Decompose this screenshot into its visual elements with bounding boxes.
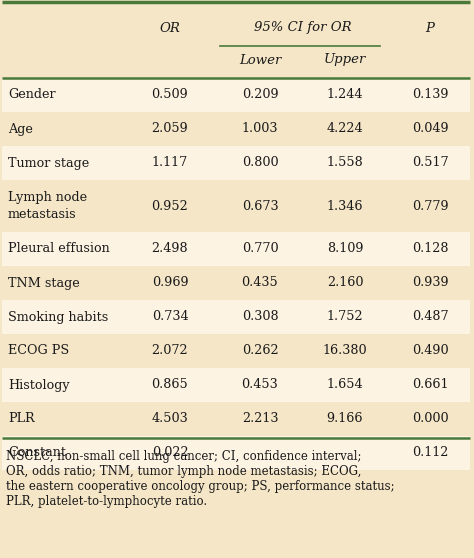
Text: 9.166: 9.166 — [327, 412, 363, 426]
Bar — [2, 300, 470, 334]
Text: 0.800: 0.800 — [242, 156, 278, 170]
Text: 0.000: 0.000 — [412, 412, 448, 426]
Text: Age: Age — [8, 123, 33, 136]
Text: the eastern cooperative oncology group; PS, performance status;: the eastern cooperative oncology group; … — [6, 480, 395, 493]
Bar — [2, 368, 470, 402]
Text: Lower: Lower — [239, 54, 281, 66]
Text: 0.139: 0.139 — [412, 89, 448, 102]
Text: 0.734: 0.734 — [152, 310, 188, 324]
Bar — [2, 112, 470, 146]
Text: 1.117: 1.117 — [152, 156, 188, 170]
Text: 4.503: 4.503 — [152, 412, 188, 426]
Text: 2.160: 2.160 — [327, 277, 363, 290]
Text: 2.213: 2.213 — [242, 412, 278, 426]
Text: Upper: Upper — [324, 54, 366, 66]
Text: 2.072: 2.072 — [152, 344, 188, 358]
Text: OR: OR — [160, 22, 181, 35]
Text: 0.517: 0.517 — [412, 156, 448, 170]
Text: Lymph node: Lymph node — [8, 191, 87, 204]
Text: 1.752: 1.752 — [327, 310, 363, 324]
Bar — [2, 334, 470, 368]
Text: 0.262: 0.262 — [242, 344, 278, 358]
Text: 0.209: 0.209 — [242, 89, 278, 102]
Text: 0.128: 0.128 — [412, 243, 448, 256]
Text: 16.380: 16.380 — [323, 344, 367, 358]
Text: PLR, platelet-to-lymphocyte ratio.: PLR, platelet-to-lymphocyte ratio. — [6, 495, 207, 508]
Text: Constant: Constant — [8, 446, 66, 459]
Text: 0.779: 0.779 — [412, 200, 448, 213]
Text: 0.049: 0.049 — [412, 123, 448, 136]
Text: 1.003: 1.003 — [242, 123, 278, 136]
Text: NSCLC, non-small cell lung cancer; CI, confidence interval;: NSCLC, non-small cell lung cancer; CI, c… — [6, 450, 362, 463]
Text: 0.490: 0.490 — [412, 344, 448, 358]
Text: 0.453: 0.453 — [242, 378, 278, 392]
Text: metastasis: metastasis — [8, 209, 77, 222]
Text: Smoking habits: Smoking habits — [8, 310, 108, 324]
Text: TNM stage: TNM stage — [8, 277, 80, 290]
Text: 0.487: 0.487 — [412, 310, 448, 324]
Text: Histology: Histology — [8, 378, 70, 392]
Bar — [2, 2, 470, 80]
Text: P: P — [426, 22, 435, 35]
Text: 0.308: 0.308 — [242, 310, 278, 324]
Text: 0.952: 0.952 — [152, 200, 188, 213]
Text: 0.770: 0.770 — [242, 243, 278, 256]
Text: 0.509: 0.509 — [152, 89, 188, 102]
Bar — [2, 266, 470, 300]
Text: 0.865: 0.865 — [152, 378, 188, 392]
Bar — [2, 436, 470, 470]
Text: ECOG PS: ECOG PS — [8, 344, 69, 358]
Text: 0.939: 0.939 — [412, 277, 448, 290]
Bar — [2, 146, 470, 180]
Text: 0.661: 0.661 — [412, 378, 448, 392]
Text: 0.022: 0.022 — [152, 446, 188, 459]
Text: 4.224: 4.224 — [327, 123, 363, 136]
Bar — [2, 402, 470, 436]
Text: 1.654: 1.654 — [327, 378, 363, 392]
Text: 2.498: 2.498 — [152, 243, 188, 256]
Text: 0.112: 0.112 — [412, 446, 448, 459]
Text: Tumor stage: Tumor stage — [8, 156, 89, 170]
Text: 95% CI for OR: 95% CI for OR — [254, 22, 351, 35]
Bar — [2, 78, 470, 112]
Text: OR, odds ratio; TNM, tumor lymph node metastasis; ECOG,: OR, odds ratio; TNM, tumor lymph node me… — [6, 465, 361, 478]
Text: 2.059: 2.059 — [152, 123, 188, 136]
Text: 1.558: 1.558 — [327, 156, 364, 170]
Text: PLR: PLR — [8, 412, 35, 426]
Text: 8.109: 8.109 — [327, 243, 363, 256]
Text: 1.346: 1.346 — [327, 200, 363, 213]
Bar — [2, 232, 470, 266]
Bar — [2, 180, 470, 232]
Text: 0.673: 0.673 — [242, 200, 278, 213]
Text: 0.435: 0.435 — [242, 277, 278, 290]
Text: Pleural effusion: Pleural effusion — [8, 243, 110, 256]
Text: 0.969: 0.969 — [152, 277, 188, 290]
Text: Gender: Gender — [8, 89, 55, 102]
Text: 1.244: 1.244 — [327, 89, 363, 102]
